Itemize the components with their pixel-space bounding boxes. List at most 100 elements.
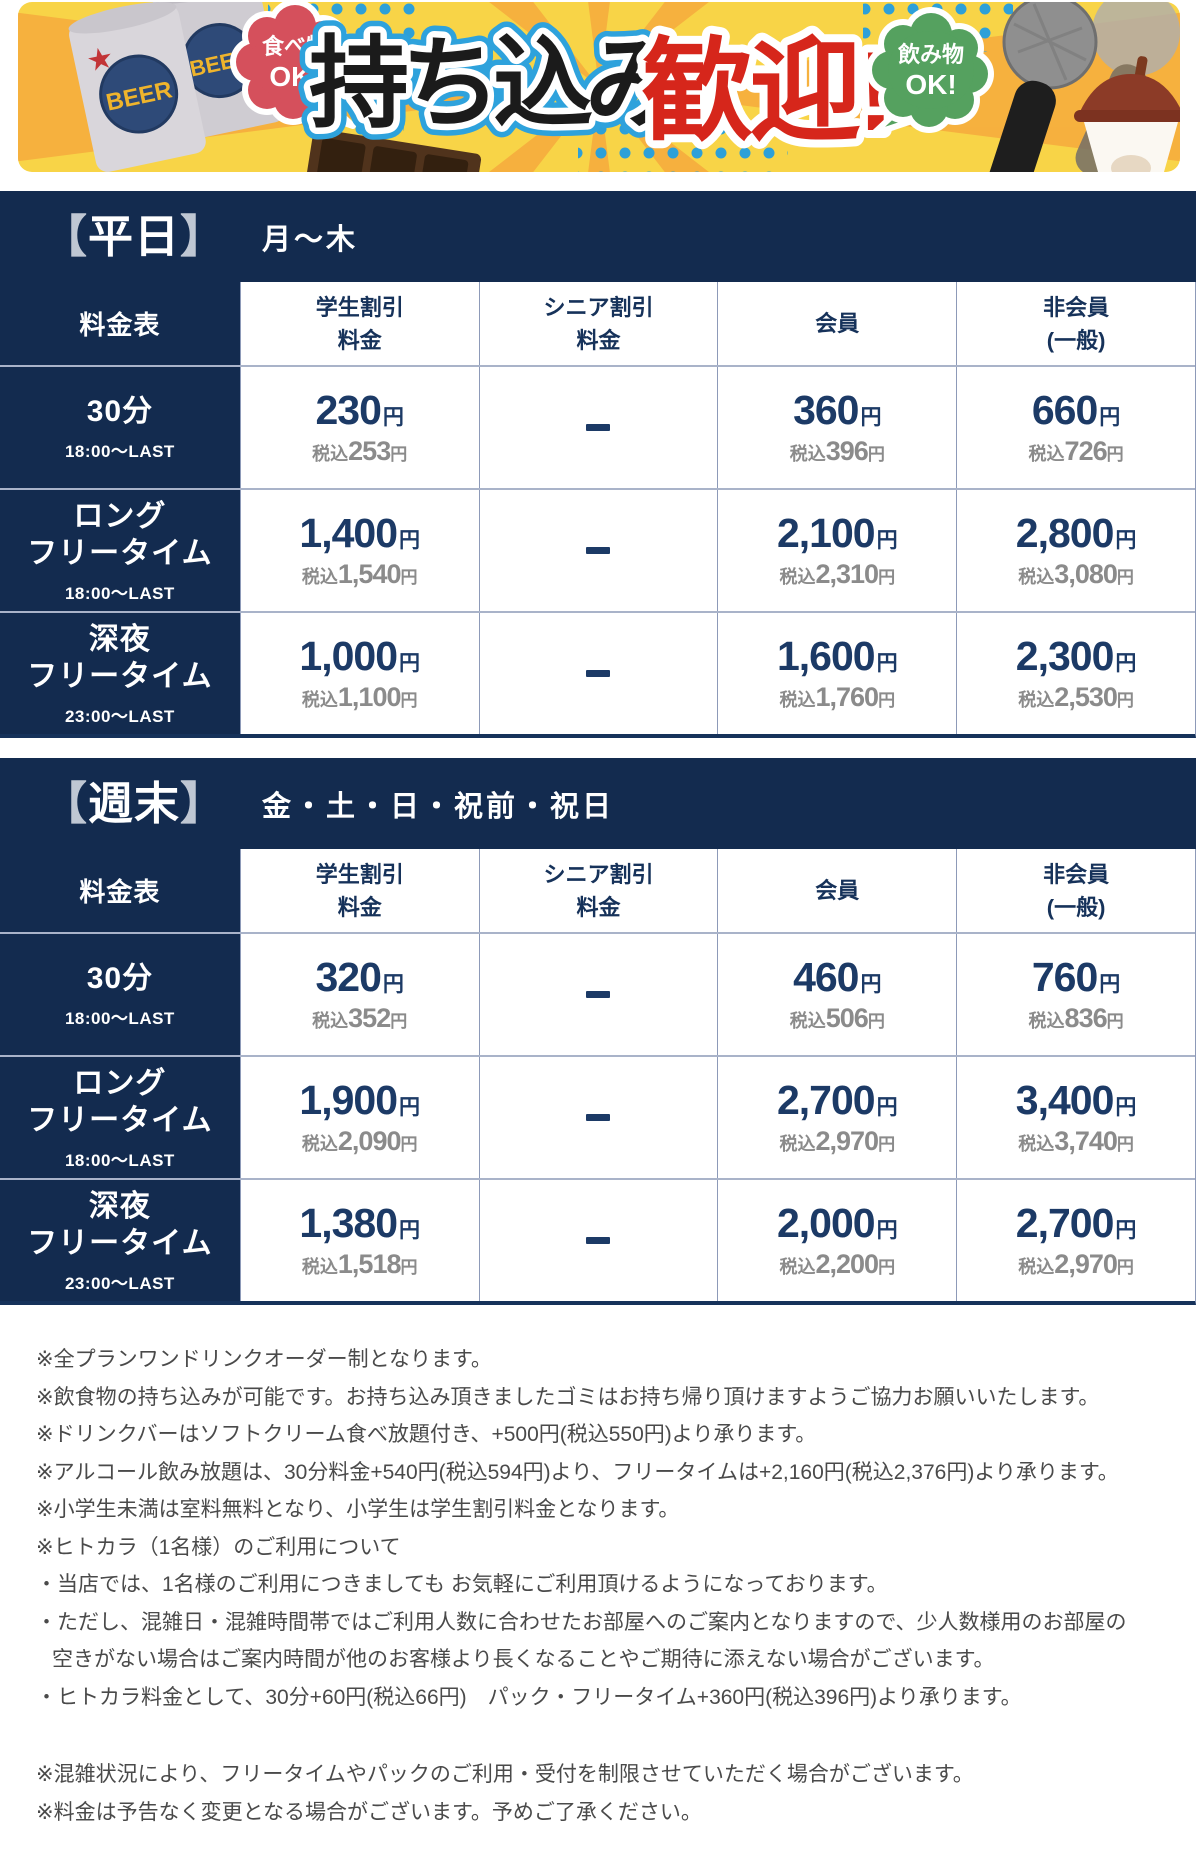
corner-label: 料金表	[0, 282, 240, 365]
no-price-cell	[478, 613, 718, 734]
yen-suffix: 円	[400, 1258, 418, 1277]
tax-prefix: 税込	[312, 1011, 349, 1031]
column-header-student: 学生割引 料金	[239, 282, 479, 365]
dash-icon	[586, 1237, 611, 1244]
tax-value: 2,310	[815, 559, 880, 589]
price-value: 1,000	[299, 633, 398, 679]
section-subtitle-weekend: 金・土・日・祝前・祝日	[262, 790, 615, 823]
column-header-nonmember: 非会員 (一般)	[956, 849, 1195, 932]
note-line: ※全プランワンドリンクオーダー制となります。	[36, 1348, 492, 1371]
tax-prefix: 税込	[1018, 1134, 1055, 1154]
drink-ok-badge: 飲み物 OK!	[866, 7, 994, 137]
note-line-continuation: 空きがない場合はご案内時間が他のお客様より長くなることやご期待に添えない場合がご…	[52, 1648, 995, 1671]
banner-title: 持ち込み 持ち込み 歓迎!	[297, 16, 903, 162]
row-label: ロング フリータイム	[27, 1066, 213, 1138]
row-label: 深夜 フリータイム	[27, 1189, 213, 1261]
tax-value: 2,090	[337, 1126, 402, 1156]
price-table-weekday: 料金表 学生割引 料金 シニア割引 料金 会員 非会員 (一般) 30分 18:…	[0, 282, 1196, 738]
yen-suffix: 円	[860, 973, 882, 996]
price-value: 360	[793, 387, 859, 433]
bracket-open: 【	[42, 778, 89, 829]
tax-prefix: 税込	[301, 1257, 338, 1277]
yen-suffix: 円	[399, 1096, 420, 1119]
table-header-row: 料金表 学生割引 料金 シニア割引 料金 会員 非会員 (一般)	[0, 849, 1195, 932]
price-value: 2,000	[776, 1200, 876, 1246]
yen-suffix: 円	[1099, 406, 1121, 429]
yen-suffix: 円	[867, 1012, 885, 1031]
yen-suffix: 円	[878, 691, 896, 710]
tax-value: 352	[348, 1003, 391, 1033]
row-label-cell: 深夜 フリータイム 23:00〜LAST	[0, 1180, 240, 1301]
price-value: 1,380	[299, 1200, 398, 1246]
beer-star-icon: ★	[84, 41, 117, 79]
tax-prefix: 税込	[1018, 690, 1055, 710]
table-row: 深夜 フリータイム 23:00〜LAST 1,000円 税込1,100円 1,6…	[0, 611, 1195, 734]
section-title-weekday: 【平日】	[42, 214, 226, 259]
drink-ok-text: 飲み物	[897, 42, 964, 67]
tax-prefix: 税込	[312, 444, 349, 464]
price-value: 3,400	[1015, 1077, 1115, 1123]
food-ok-text: 食べ物	[262, 34, 328, 59]
price-cell: 660円 税込726円	[956, 367, 1195, 488]
tax-prefix: 税込	[789, 444, 826, 464]
yen-suffix: 円	[1115, 652, 1137, 675]
price-value: 230	[315, 387, 381, 433]
bring-in-welcome-banner: BEER BEER ★	[18, 2, 1180, 172]
yen-suffix: 円	[1115, 1096, 1137, 1119]
bracket-open: 【	[42, 211, 89, 262]
yen-suffix: 円	[1116, 1135, 1134, 1154]
column-header-senior: シニア割引 料金	[478, 849, 718, 932]
yen-suffix: 円	[1116, 1258, 1134, 1277]
tax-prefix: 税込	[1028, 1011, 1065, 1031]
price-cell: 3,400円 税込3,740円	[956, 1057, 1195, 1178]
price-cell: 320円 税込352円	[239, 934, 479, 1055]
banner-title-accent: 歓迎!	[641, 29, 890, 154]
food-ok-text2: OK!	[269, 61, 320, 92]
row-label-cell: 30分 18:00〜LAST	[0, 367, 240, 488]
yen-suffix: 円	[878, 1135, 896, 1154]
yen-suffix: 円	[1106, 1012, 1124, 1031]
yen-suffix: 円	[1106, 445, 1124, 464]
dash-icon	[586, 424, 611, 431]
row-label-cell: 30分 18:00〜LAST	[0, 934, 240, 1055]
no-price-cell	[478, 490, 718, 611]
no-price-cell	[478, 367, 718, 488]
column-header-member: 会員	[717, 849, 957, 932]
yen-suffix: 円	[876, 1219, 898, 1242]
section-title-text: 週末	[88, 778, 181, 829]
banner-illustration: BEER BEER ★	[18, 2, 1180, 172]
tax-value: 2,970	[815, 1126, 880, 1156]
row-label: 30分	[86, 395, 154, 429]
yen-suffix: 円	[400, 1135, 418, 1154]
section-title-text: 平日	[88, 211, 181, 262]
price-value: 1,400	[299, 510, 398, 556]
note-line: ・ただし、混雑日・混雑時間帯ではご利用人数に合わせたお部屋へのご案内となりますの…	[36, 1610, 1127, 1634]
tax-value: 2,200	[815, 1249, 880, 1279]
table-row: ロング フリータイム 18:00〜LAST 1,900円 税込2,090円 2,…	[0, 1055, 1195, 1178]
price-value: 660	[1031, 387, 1098, 433]
dash-icon	[586, 991, 611, 998]
tax-prefix: 税込	[1018, 1257, 1055, 1277]
yen-suffix: 円	[1099, 973, 1121, 996]
dash-icon	[586, 670, 611, 677]
footer-note-line: ※料金は予告なく変更となる場合がございます。予めご了承ください。	[36, 1800, 702, 1824]
drink-ok-text2: OK!	[905, 69, 956, 100]
no-price-cell	[478, 934, 718, 1055]
yen-suffix: 円	[860, 406, 882, 429]
row-time: 18:00〜LAST	[64, 1150, 175, 1170]
price-value: 2,800	[1015, 510, 1115, 556]
column-header-senior: シニア割引 料金	[478, 282, 718, 365]
table-row: 深夜 フリータイム 23:00〜LAST 1,380円 税込1,518円 2,0…	[0, 1178, 1195, 1301]
price-table-weekend: 料金表 学生割引 料金 シニア割引 料金 会員 非会員 (一般) 30分 18:…	[0, 849, 1196, 1305]
note-line: ※飲食物の持ち込みが可能です。お持ち込み頂きましたゴミはお持ち帰り頂けますようご…	[36, 1385, 1100, 1409]
tax-prefix: 税込	[1028, 444, 1065, 464]
tax-value: 726	[1064, 436, 1108, 466]
price-value: 2,100	[776, 510, 876, 556]
yen-suffix: 円	[1115, 1219, 1137, 1242]
dash-icon	[586, 1114, 611, 1121]
tax-value: 3,080	[1054, 559, 1118, 589]
price-cell: 760円 税込836円	[956, 934, 1195, 1055]
yen-suffix: 円	[399, 529, 420, 552]
price-cell: 360円 税込396円	[717, 367, 957, 488]
